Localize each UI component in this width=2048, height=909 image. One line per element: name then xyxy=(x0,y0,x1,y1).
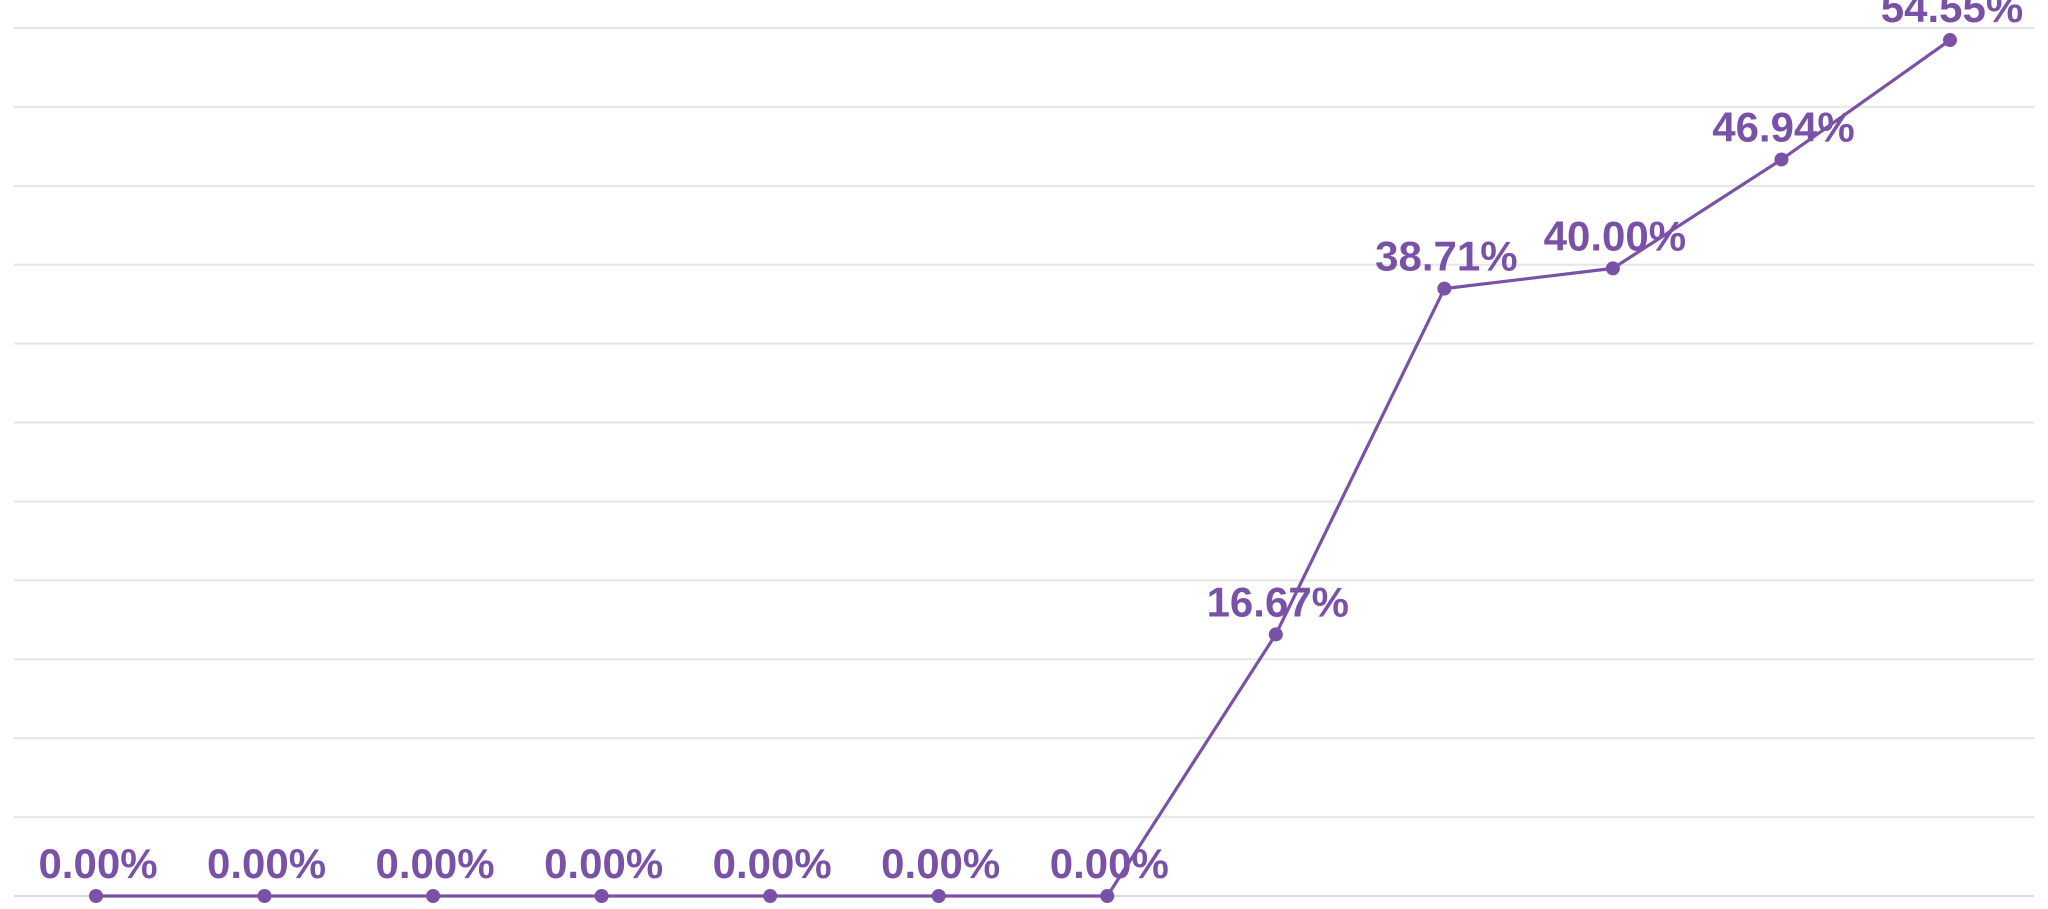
data-label-9: 38.71% xyxy=(1375,233,1517,280)
data-point-8[interactable] xyxy=(1268,627,1283,642)
data-label-8: 16.67% xyxy=(1207,578,1349,625)
data-point-12[interactable] xyxy=(1943,33,1957,48)
data-label-4: 0.00% xyxy=(544,840,663,887)
data-label-6: 0.00% xyxy=(881,840,1000,887)
data-point-11[interactable] xyxy=(1774,152,1789,167)
data-label-3: 0.00% xyxy=(376,840,495,887)
series-line xyxy=(94,38,1952,898)
data-point-9[interactable] xyxy=(1437,281,1452,296)
data-labels: 0.00% 0.00% 0.00% 0.00% 0.00% 0.00% 0.00% 16.67… xyxy=(38,0,2023,887)
data-label-10: 40.00% xyxy=(1544,212,1686,259)
data-point-2[interactable] xyxy=(257,889,272,903)
data-label-7: 0.00% xyxy=(1050,840,1169,887)
data-point-4[interactable] xyxy=(594,889,609,903)
data-label-12: 54.55% xyxy=(1881,0,2023,31)
data-label-2: 0.00% xyxy=(207,840,326,887)
gridlines xyxy=(14,27,2034,897)
data-label-5: 0.00% xyxy=(713,840,832,887)
data-point-7[interactable] xyxy=(1100,889,1115,903)
data-point-1[interactable] xyxy=(89,889,103,903)
data-point-10[interactable] xyxy=(1605,261,1620,276)
data-label-11: 46.94% xyxy=(1712,103,1854,150)
data-label-1: 0.00% xyxy=(38,840,157,887)
data-points xyxy=(89,33,1957,903)
series-line-group xyxy=(94,38,1952,898)
data-point-6[interactable] xyxy=(931,889,946,903)
data-point-5[interactable] xyxy=(763,889,778,903)
data-point-3[interactable] xyxy=(426,889,441,903)
